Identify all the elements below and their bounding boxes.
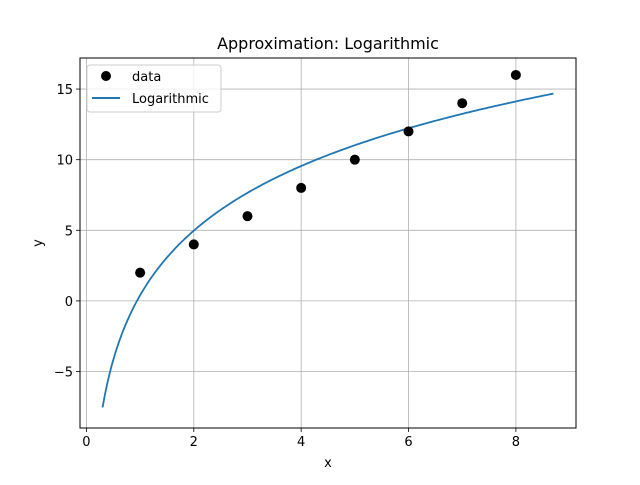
legend-label-logarithmic: Logarithmic (132, 92, 209, 107)
x-axis-label: x (324, 456, 332, 471)
legend-marker-data (101, 71, 111, 81)
x-tick-label: 6 (404, 435, 412, 450)
points-layer (135, 69, 521, 278)
y-axis-label: y (31, 239, 46, 247)
chart-title: Approximation: Logarithmic (217, 34, 439, 53)
data-point (457, 98, 468, 109)
data-point (403, 126, 414, 137)
data-point (188, 239, 199, 250)
x-tick-label: 4 (297, 435, 305, 450)
y-tick-label: 5 (65, 224, 73, 239)
legend-box (86, 64, 222, 113)
legend: data Logarithmic (86, 64, 222, 113)
y-tick-label: 10 (56, 154, 73, 169)
y-tick-label: −5 (54, 366, 73, 381)
x-tick-label: 0 (82, 435, 90, 450)
x-tick-label: 8 (512, 435, 520, 450)
data-point (349, 154, 360, 165)
ticks: 0 2 4 6 8 −5 0 5 10 15 (54, 83, 520, 450)
x-tick-label: 2 (190, 435, 198, 450)
y-tick-label: 0 (65, 295, 73, 310)
data-point (135, 267, 146, 278)
legend-label-data: data (132, 70, 161, 85)
data-point (510, 69, 521, 80)
plot-frame (79, 57, 577, 429)
line-layer (101, 92, 554, 408)
data-point (296, 182, 307, 193)
data-point (242, 211, 253, 222)
logarithmic-fit-line (101, 92, 554, 408)
y-tick-label: 15 (56, 83, 73, 98)
plot-area (80, 58, 576, 428)
